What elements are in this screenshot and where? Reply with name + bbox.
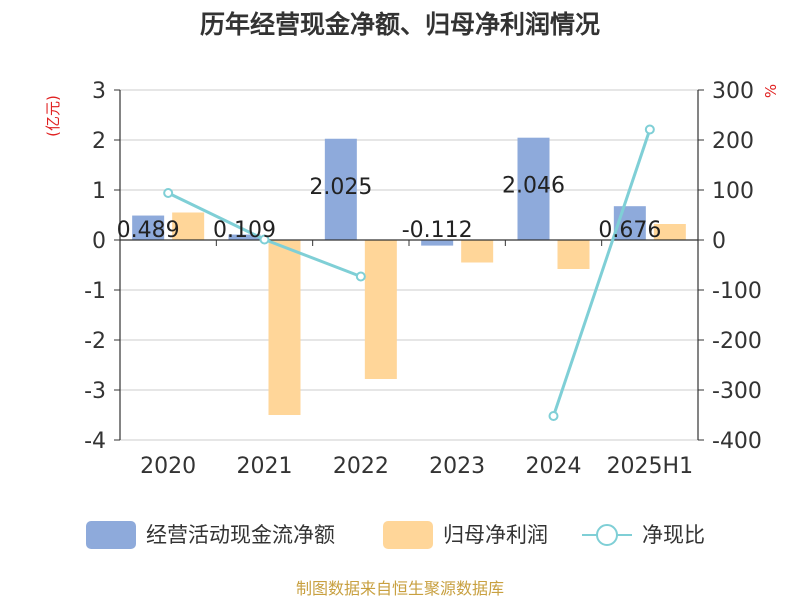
ratio-line (552, 129, 652, 417)
data-label-cash-flow: 0.489 (117, 218, 180, 243)
y-left-tick-label: 0 (92, 229, 106, 254)
x-tick-label: 2021 (237, 454, 293, 479)
legend-label-ratio: 净现比 (642, 523, 705, 547)
ratio-point (259, 234, 270, 245)
y-right-tick-label: -400 (712, 429, 762, 454)
chart-title: 历年经营现金净额、归母净利润情况 (200, 10, 600, 39)
legend-label-cash-flow: 经营活动现金流净额 (146, 523, 335, 547)
bar-cash-flow (517, 137, 550, 240)
label-layer: 0.489 0.109 2.025 -0.112 2.046 0.676 (117, 174, 662, 243)
y-left-tick-label: 3 (92, 79, 106, 104)
y-left-tick-label: -3 (84, 379, 106, 404)
data-label-cash-flow: 0.109 (213, 218, 276, 243)
bar-net-profit (268, 240, 301, 415)
bars-layer (132, 137, 686, 415)
y-right-tick-label: 300 (712, 79, 754, 104)
y-left-tick-label: -4 (84, 429, 106, 454)
y-right-unit-label: % (762, 84, 780, 98)
bar-net-profit (557, 240, 590, 269)
bar-cash-flow (228, 234, 261, 240)
axis-layer: 3 2 1 0 -1 -2 -3 -4 300 200 100 0 -100 -200 -300 -400 20… (84, 79, 762, 479)
y-right-tick-label: 0 (712, 229, 726, 254)
legend-swatch-cash-flow (86, 521, 136, 549)
y-right-tick-label: 200 (712, 129, 754, 154)
legend: 经营活动现金流净额 归母净利润 净现比 (86, 521, 705, 549)
y-right-tick-label: 100 (712, 179, 754, 204)
ratio-point (355, 271, 366, 282)
x-tick-label: 2020 (140, 454, 196, 479)
ratio-point (644, 124, 655, 135)
x-tick-label: 2025H1 (607, 454, 694, 479)
source-note: 制图数据来自恒生聚源数据库 (296, 579, 504, 598)
x-tick-label: 2023 (429, 454, 485, 479)
x-tick-label: 2024 (526, 454, 582, 479)
legend-swatch-net-profit (383, 521, 433, 549)
y-left-tick-label: -2 (84, 329, 106, 354)
bar-cash-flow (324, 138, 357, 240)
data-label-cash-flow: 0.676 (598, 218, 661, 243)
legend-marker-ratio (596, 524, 618, 546)
x-tick-label: 2022 (333, 454, 389, 479)
y-left-tick-label: 1 (92, 179, 106, 204)
legend-label-net-profit: 归母净利润 (443, 523, 548, 547)
y-left-tick-label: -1 (84, 279, 106, 304)
ratio-point (548, 411, 559, 421)
line-layer (163, 124, 655, 421)
bar-net-profit (364, 240, 397, 379)
data-label-cash-flow: 2.046 (502, 174, 565, 199)
bar-cash-flow (132, 215, 165, 240)
y-right-tick-label: -100 (712, 279, 762, 304)
y-left-tick-label: 2 (92, 129, 106, 154)
y-left-unit-label: (亿元) (44, 95, 62, 137)
data-label-cash-flow: 2.025 (309, 175, 372, 200)
grid-layer (120, 89, 698, 441)
bar-net-profit (172, 212, 205, 240)
y-right-tick-label: -200 (712, 329, 762, 354)
y-right-tick-label: -300 (712, 379, 762, 404)
bar-net-profit (653, 224, 686, 240)
ratio-point (163, 188, 174, 198)
data-label-cash-flow: -0.112 (402, 218, 473, 243)
bar-cash-flow (421, 240, 454, 246)
bar-net-profit (461, 240, 494, 263)
